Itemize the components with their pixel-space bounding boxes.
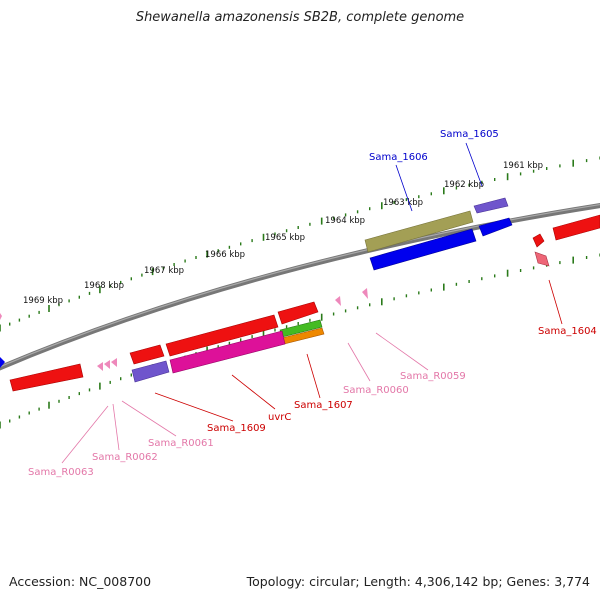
kbp-label-1967: 1967 kbp (144, 266, 184, 276)
label-sama-r0060[interactable]: Sama_R0060 (343, 385, 409, 396)
label-uvrc[interactable]: uvrC (268, 412, 291, 423)
gene-blue-long[interactable] (369, 228, 477, 271)
scale-labels: 1961 kbp 1962 kbp 1963 kbp 1964 kbp 1965… (23, 161, 543, 306)
genome-summary-text: Topology: circular; Length: 4,306,142 bp… (246, 574, 590, 589)
label-sama-1604[interactable]: Sama_1604 (538, 326, 597, 337)
rna-pink-upper-2[interactable] (362, 288, 368, 299)
label-sama-1607[interactable]: Sama_1607 (294, 400, 353, 411)
kbp-label-1962: 1962 kbp (444, 180, 484, 190)
map-title: Shewanella amazonensis SB2B, complete ge… (135, 10, 465, 25)
kbp-label-1961: 1961 kbp (503, 161, 543, 171)
gene-sama-1606[interactable] (364, 210, 474, 253)
kbp-label-1969: 1969 kbp (23, 296, 63, 306)
kbp-label-1966: 1966 kbp (205, 250, 245, 260)
forward-strand-features (0, 197, 600, 365)
reverse-strand-features (0, 217, 550, 392)
gene-sama-1609[interactable] (131, 360, 170, 383)
kbp-label-1965: 1965 kbp (265, 233, 305, 243)
label-sama-1606[interactable]: Sama_1606 (369, 152, 428, 163)
rna-pink-upper-1[interactable] (335, 296, 341, 306)
rna-sama-r0061[interactable] (111, 358, 117, 367)
genome-backbone-highlight (0, 203, 600, 368)
label-sama-1605[interactable]: Sama_1605 (440, 129, 499, 140)
label-leader-lines (61, 142, 563, 464)
gene-red-upper-right[interactable] (552, 214, 600, 241)
rna-sama-r0063[interactable] (97, 362, 103, 371)
accession-text: Accession: NC_008700 (9, 574, 152, 589)
gene-magenta-long[interactable] (169, 330, 286, 374)
gene-labels: Sama_1605 Sama_1606 Sama_1604 Sama_R0059… (28, 129, 597, 478)
gene-red-small-arrow[interactable] (532, 233, 545, 248)
gene-blue-left-edge[interactable] (0, 357, 5, 368)
kbp-label-1964: 1964 kbp (325, 216, 365, 226)
gene-red-left-upper[interactable] (129, 344, 165, 365)
outer-tick-track (0, 156, 600, 332)
label-sama-1609[interactable]: Sama_1609 (207, 423, 266, 434)
label-sama-r0061[interactable]: Sama_R0061 (148, 438, 214, 449)
gene-sama-1604[interactable] (534, 251, 550, 267)
gene-uvrc[interactable] (165, 314, 279, 357)
label-sama-r0063[interactable]: Sama_R0063 (28, 467, 94, 478)
label-sama-r0062[interactable]: Sama_R0062 (92, 452, 158, 463)
gene-red-mid-upper[interactable] (277, 301, 319, 325)
gene-red-lower-left[interactable] (9, 363, 84, 392)
label-sama-r0059[interactable]: Sama_R0059 (400, 371, 466, 382)
kbp-label-1968: 1968 kbp (84, 281, 124, 291)
gene-sama-1605-lower[interactable] (478, 217, 513, 237)
rna-sama-r0062[interactable] (104, 360, 110, 369)
kbp-label-1963: 1963 kbp (383, 198, 423, 208)
gene-pink-left-edge[interactable] (0, 313, 2, 320)
gene-sama-1605-upper[interactable] (473, 197, 509, 214)
